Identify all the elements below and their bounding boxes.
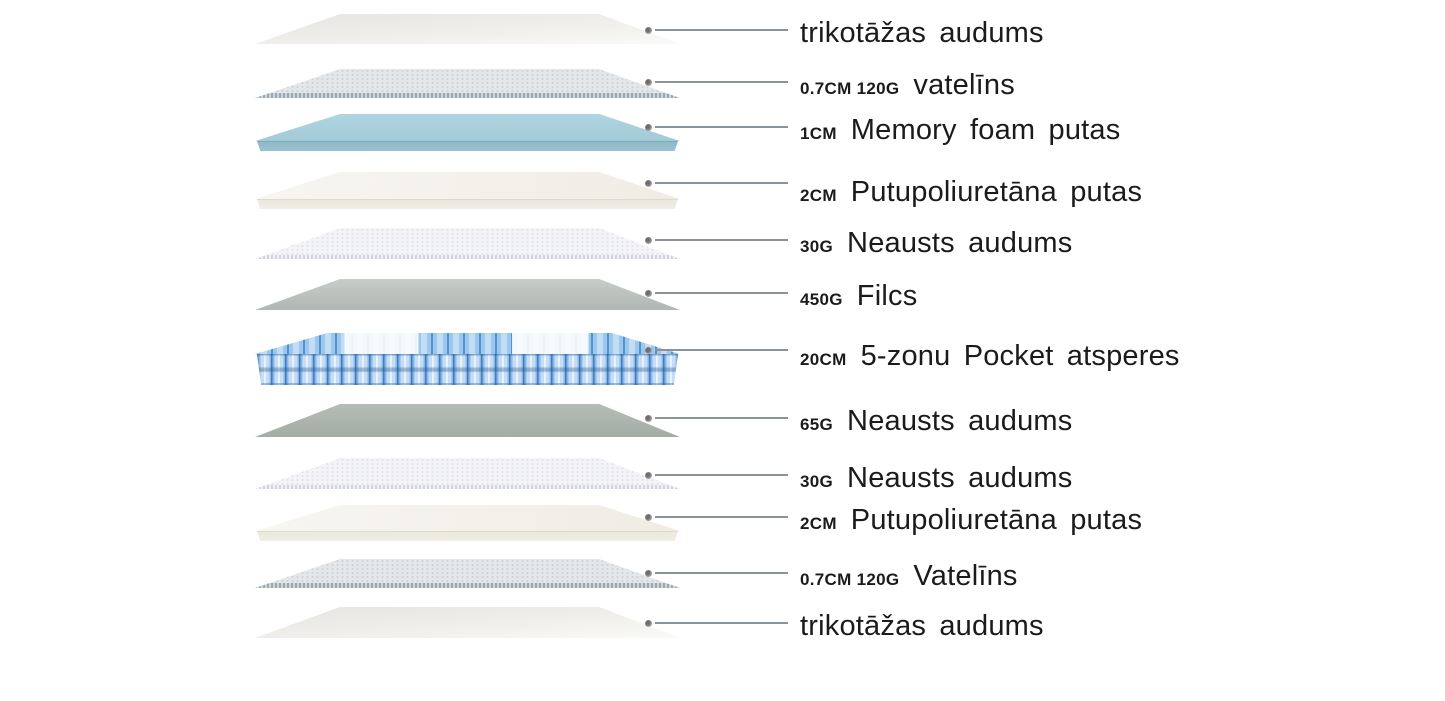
- layer-row-wadding-top: 0.7CM 120G vatelīns: [0, 69, 1445, 101]
- layer-surface: [255, 114, 680, 141]
- leader-line: [655, 349, 788, 351]
- nonwoven-layer-graphic: [255, 228, 680, 259]
- knit-fabric-layer-graphic: [255, 607, 680, 638]
- layer-label: 30G Neausts audums: [800, 227, 1072, 260]
- layer-row-nonwoven-65g: 65G Neausts audums: [0, 404, 1445, 437]
- layer-name-label: 5-zonu Pocket atsperes: [860, 339, 1180, 372]
- layer-row-wadding-bottom: 0.7CM 120G Vatelīns: [0, 559, 1445, 592]
- knit-fabric-layer-graphic: [255, 14, 680, 44]
- leader-dot: [645, 569, 652, 577]
- leader-line: [655, 516, 788, 518]
- pocket-springs-layer-graphic: [255, 333, 680, 385]
- leader-line: [655, 126, 788, 128]
- layer-size-label: 450G: [800, 289, 843, 309]
- leader-dot: [645, 414, 652, 422]
- layer-name-label: trikotāžas audums: [800, 609, 1044, 642]
- nonwoven-layer-graphic: [255, 458, 680, 489]
- layer-name-label: Neausts audums: [847, 461, 1073, 494]
- layer-label: trikotāžas audums: [800, 610, 1044, 643]
- leader-dot: [645, 78, 652, 86]
- layer-name-label: Putupoliuretāna putas: [850, 503, 1143, 536]
- layer-size-label: 20CM: [800, 349, 847, 369]
- layer-label: 2CM Putupoliuretāna putas: [800, 504, 1142, 537]
- leader-line: [655, 417, 788, 419]
- layer-surface: [255, 69, 680, 98]
- memory-foam-layer-graphic: [255, 114, 680, 151]
- layer-label: 0.7CM 120G Vatelīns: [800, 560, 1018, 593]
- layer-label: 30G Neausts audums: [800, 462, 1072, 495]
- layer-row-pu-foam-bottom: 2CM Putupoliuretāna putas: [0, 504, 1445, 541]
- layer-label: 20CM 5-zonu Pocket atsperes: [800, 340, 1180, 373]
- layer-row-nonwoven-bottom: 30G Neausts audums: [0, 458, 1445, 494]
- layer-label: 2CM Putupoliuretāna putas: [800, 176, 1142, 209]
- layer-name-label: Neausts audums: [847, 226, 1073, 259]
- leader-dot: [645, 471, 652, 479]
- layer-row-pu-foam-top: 2CM Putupoliuretāna putas: [0, 172, 1445, 209]
- leader-dot: [645, 123, 652, 131]
- layer-front-edge: [257, 199, 678, 209]
- layer-name-label: trikotāžas audums: [800, 16, 1044, 49]
- leader-dot: [645, 236, 652, 244]
- layer-name-label: vatelīns: [913, 68, 1015, 101]
- springs-top-zones: [255, 333, 680, 354]
- layer-label: 0.7CM 120G vatelīns: [800, 69, 1015, 102]
- layer-label: 450G Filcs: [800, 280, 917, 313]
- leader-dot: [645, 26, 652, 34]
- leader-dot: [645, 619, 652, 627]
- felt-layer-graphic: [255, 279, 680, 310]
- layer-row-memory-foam: 1CM Memory foam putas: [0, 114, 1445, 151]
- layer-name-label: Neausts audums: [847, 404, 1073, 437]
- layer-size-label: 30G: [800, 471, 834, 491]
- leader-line: [655, 474, 788, 476]
- layer-name-label: Filcs: [856, 279, 918, 312]
- leader-dot: [645, 346, 652, 354]
- layer-surface: [255, 505, 680, 531]
- springs-front-coils: [257, 354, 678, 385]
- leader-dot: [645, 513, 652, 521]
- layer-size-label: 1CM: [800, 123, 837, 143]
- layer-row-knit-fabric-top: trikotāžas audums: [0, 14, 1445, 49]
- layer-label: 65G Neausts audums: [800, 405, 1072, 438]
- layer-surface: [255, 607, 680, 638]
- pu-foam-layer-graphic: [255, 505, 680, 541]
- leader-line: [655, 29, 788, 31]
- leader-line: [655, 572, 788, 574]
- layer-surface: [255, 172, 680, 199]
- layer-front-edge: [257, 141, 678, 151]
- wadding-layer-graphic: [255, 559, 680, 588]
- layer-name-label: Vatelīns: [913, 559, 1018, 592]
- layer-label: trikotāžas audums: [800, 17, 1044, 50]
- layer-surface: [255, 404, 680, 437]
- layer-size-label: 2CM: [800, 185, 837, 205]
- layer-row-nonwoven-top: 30G Neausts audums: [0, 227, 1445, 260]
- nonwoven-65g-layer-graphic: [255, 404, 680, 437]
- leader-dot: [645, 179, 652, 187]
- layer-size-label: 30G: [800, 236, 834, 256]
- layer-size-label: 0.7CM 120G: [800, 569, 900, 589]
- layer-front-edge: [257, 531, 678, 541]
- pu-foam-layer-graphic: [255, 172, 680, 209]
- layer-label: 1CM Memory foam putas: [800, 114, 1120, 147]
- layer-name-label: Memory foam putas: [850, 113, 1121, 146]
- layer-size-label: 65G: [800, 414, 834, 434]
- layer-surface: [255, 14, 680, 44]
- leader-dot: [645, 289, 652, 297]
- layer-size-label: 2CM: [800, 513, 837, 533]
- layer-surface: [255, 279, 680, 310]
- layer-surface: [255, 559, 680, 588]
- leader-line: [655, 292, 788, 294]
- wadding-layer-graphic: [255, 69, 680, 98]
- layer-surface: [255, 228, 680, 259]
- layer-name-label: Putupoliuretāna putas: [850, 175, 1143, 208]
- leader-line: [655, 182, 788, 184]
- leader-line: [655, 81, 788, 83]
- leader-line: [655, 239, 788, 241]
- leader-line: [655, 622, 788, 624]
- layer-row-knit-fabric-bottom: trikotāžas audums: [0, 607, 1445, 642]
- layer-size-label: 0.7CM 120G: [800, 78, 900, 98]
- layer-row-pocket-springs: 20CM 5-zonu Pocket atsperes: [0, 333, 1445, 385]
- layer-row-felt: 450G Filcs: [0, 279, 1445, 313]
- layer-surface: [255, 458, 680, 489]
